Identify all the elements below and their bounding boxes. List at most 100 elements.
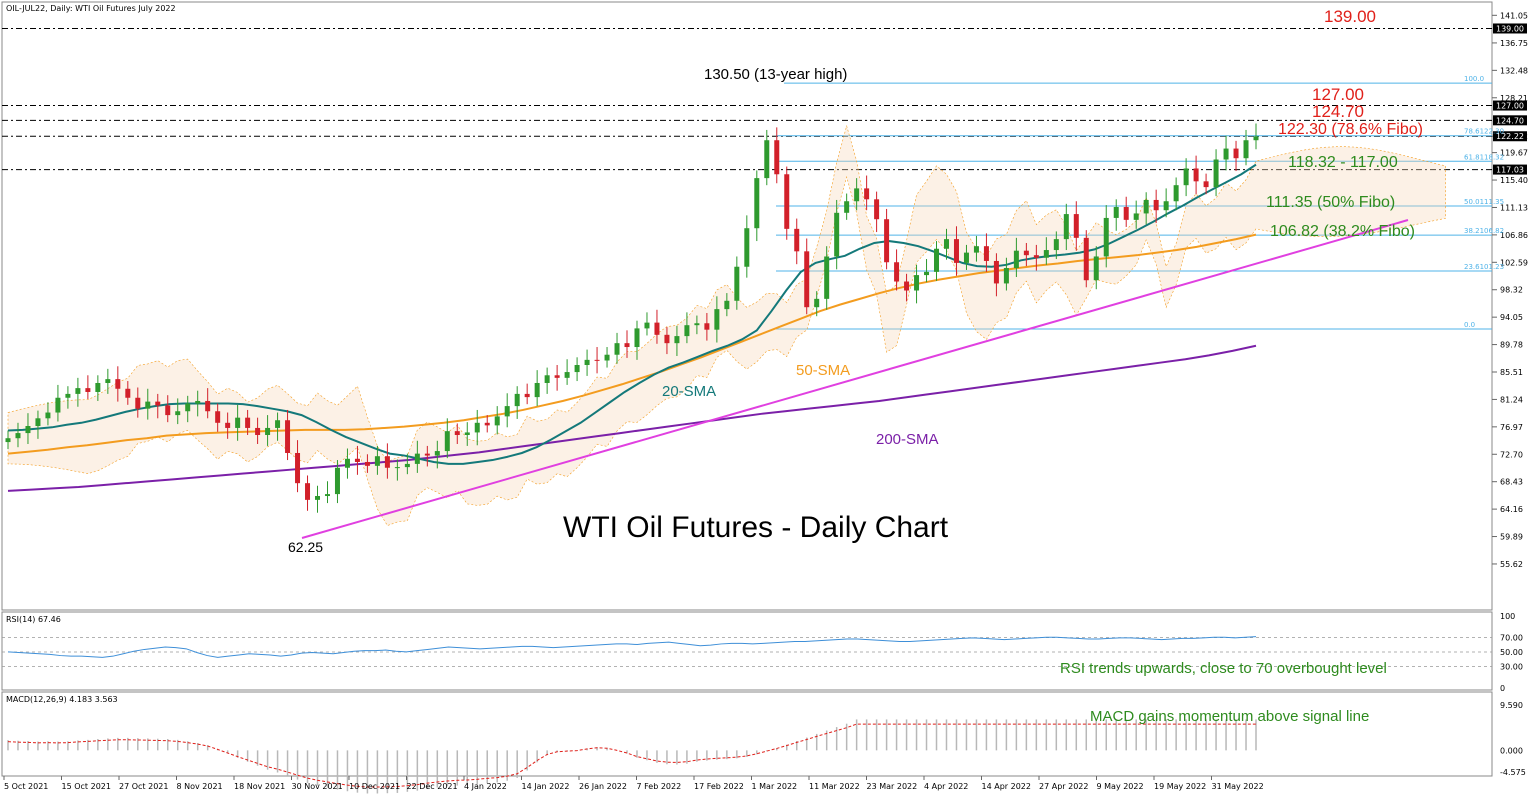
candle-body bbox=[953, 239, 959, 263]
price-tick-label: 55.62 bbox=[1500, 560, 1523, 569]
candle-body bbox=[5, 438, 11, 443]
price-tick-label: 106.86 bbox=[1500, 231, 1528, 240]
candle-body bbox=[614, 343, 620, 355]
date-tick-label: 26 Jan 2022 bbox=[579, 782, 627, 791]
candlesticks bbox=[5, 123, 1259, 513]
date-tick-label: 27 Apr 2022 bbox=[1039, 782, 1088, 791]
candle-body bbox=[1213, 159, 1219, 188]
candle-body bbox=[374, 456, 380, 466]
price-tick-label: 102.59 bbox=[1500, 258, 1528, 267]
candle-body bbox=[55, 397, 61, 413]
price-panel bbox=[1, 1, 1493, 611]
candle-body bbox=[534, 382, 540, 398]
candle-body bbox=[414, 453, 420, 464]
macd-note: MACD gains momentum above signal line bbox=[1090, 708, 1369, 725]
candle-body bbox=[924, 271, 930, 276]
price-marker-label: 127.00 bbox=[1496, 102, 1524, 111]
rsi-header: RSI(14) 67.46 bbox=[6, 615, 61, 624]
candle-body bbox=[305, 483, 311, 500]
candle-body bbox=[125, 388, 131, 398]
candle-body bbox=[664, 334, 670, 344]
fibonacci-retracement: 100.0 78.6122.30 61.8118.32 50.0111.35 38.21… bbox=[776, 75, 1504, 330]
price-tick-label: 89.78 bbox=[1500, 341, 1523, 350]
sma200-line bbox=[7, 344, 1257, 492]
candle-body bbox=[754, 178, 760, 229]
date-tick-label: 4 Jan 2022 bbox=[464, 782, 507, 791]
chart-title: WTI Oil Futures - Daily Chart bbox=[563, 511, 949, 544]
date-tick-label: 14 Jan 2022 bbox=[522, 782, 570, 791]
candle-body bbox=[844, 201, 850, 213]
rsi-tick-label: 50.00 bbox=[1500, 648, 1523, 657]
fibo-label: 100.0 bbox=[1464, 75, 1484, 83]
candle-body bbox=[774, 140, 780, 175]
candle-body bbox=[1203, 181, 1209, 188]
candle-body bbox=[744, 228, 750, 267]
candle-body bbox=[35, 418, 41, 427]
candle-body bbox=[1003, 268, 1009, 284]
sma20-label: 20-SMA bbox=[662, 383, 716, 400]
candle-body bbox=[105, 379, 111, 383]
date-tick-label: 17 Feb 2022 bbox=[694, 782, 744, 791]
price-tick-label: 115.40 bbox=[1500, 176, 1528, 185]
candle-body bbox=[1023, 250, 1029, 256]
candle-body bbox=[404, 463, 410, 468]
candle-body bbox=[824, 256, 830, 299]
candle-body bbox=[834, 212, 840, 257]
fibo-label: 50.0111.35 bbox=[1464, 198, 1504, 206]
macd-tick-label: -4.575 bbox=[1500, 768, 1526, 777]
price-tick-label: 136.75 bbox=[1500, 39, 1528, 48]
candle-body bbox=[95, 382, 101, 392]
level-111-35: 111.35 (50% Fibo) bbox=[1266, 194, 1395, 211]
rsi-panel bbox=[1, 611, 1493, 691]
candle-body bbox=[295, 452, 301, 484]
candle-body bbox=[185, 403, 191, 412]
macd-tick-label: 0.000 bbox=[1500, 746, 1523, 755]
candle-body bbox=[684, 325, 690, 337]
candle-body bbox=[1143, 199, 1149, 214]
candle-body bbox=[155, 401, 161, 406]
candle-body bbox=[814, 298, 820, 308]
rsi-note: RSI trends upwards, close to 70 overboug… bbox=[1060, 660, 1387, 677]
candle-body bbox=[973, 246, 979, 253]
level-139: 139.00 bbox=[1324, 7, 1376, 26]
candle-body bbox=[324, 494, 330, 497]
candle-body bbox=[1183, 168, 1189, 186]
date-tick-label: 9 May 2022 bbox=[1097, 782, 1144, 791]
date-tick-label: 15 Oct 2021 bbox=[62, 782, 111, 791]
candle-body bbox=[894, 262, 900, 282]
date-tick-label: 22 Dec 2021 bbox=[407, 782, 458, 791]
candle-body bbox=[444, 431, 450, 452]
chart-header: OIL-JUL22, Daily: WTI Oil Futures July 2… bbox=[6, 4, 176, 13]
level-118-117: 118.32 - 117.00 bbox=[1288, 154, 1398, 171]
candle-body bbox=[1163, 201, 1169, 211]
price-tick-label: 59.89 bbox=[1500, 533, 1523, 542]
date-tick-label: 18 Nov 2021 bbox=[234, 782, 285, 791]
fibo-label: 61.8118.32 bbox=[1464, 153, 1504, 161]
price-marker bbox=[1493, 115, 1527, 126]
price-marker-label: 122.22 bbox=[1496, 132, 1524, 141]
candle-body bbox=[864, 188, 870, 200]
price-tick-label: 94.05 bbox=[1500, 313, 1523, 322]
date-tick-label: 31 May 2022 bbox=[1212, 782, 1264, 791]
candle-body bbox=[25, 426, 31, 434]
fibo-label: 23.6101.23 bbox=[1464, 263, 1504, 271]
candle-body bbox=[424, 453, 430, 456]
cloud-area bbox=[7, 124, 1446, 526]
candle-body bbox=[285, 420, 291, 453]
candle-body bbox=[1063, 214, 1069, 240]
candle-body bbox=[165, 405, 171, 416]
price-tick-label: 81.24 bbox=[1500, 395, 1523, 404]
price-marker-label: 124.70 bbox=[1496, 116, 1524, 125]
candle-body bbox=[884, 219, 890, 263]
candle-body bbox=[45, 412, 51, 419]
date-tick-label: 1 Mar 2022 bbox=[752, 782, 798, 791]
sma50-label: 50-SMA bbox=[796, 362, 850, 379]
price-axis: 141.05 136.75 132.48 128.21 122.22 119.67 115.… bbox=[1492, 11, 1528, 569]
candle-body bbox=[963, 252, 969, 263]
candle-body bbox=[1043, 250, 1049, 258]
candle-body bbox=[804, 251, 810, 308]
candle-body bbox=[1053, 239, 1059, 251]
rsi-indicator: 100 70.00 50.00 30.00 0 bbox=[2, 612, 1523, 693]
candle-body bbox=[265, 427, 271, 436]
